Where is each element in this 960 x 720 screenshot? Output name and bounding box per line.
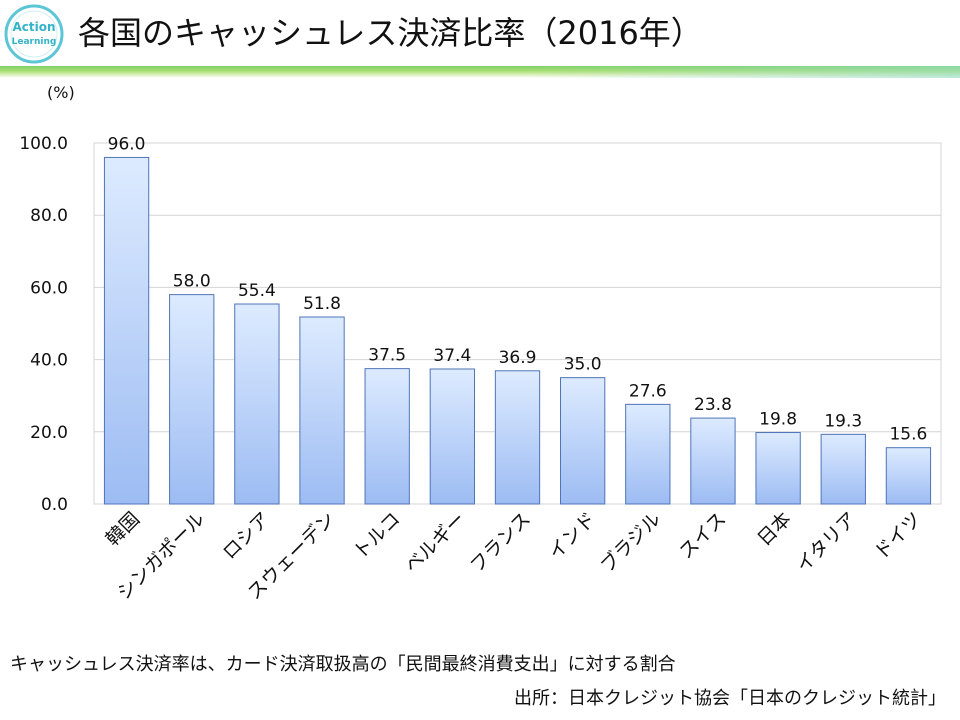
y-tick-label: 20.0 xyxy=(30,423,68,443)
logo-text-top: Action xyxy=(12,20,55,34)
bar xyxy=(560,377,606,505)
bar xyxy=(755,432,801,505)
data-label: 27.6 xyxy=(629,381,667,401)
x-tick-label: ロシア xyxy=(219,508,275,564)
bar xyxy=(234,303,280,505)
x-tick-label: トルコ xyxy=(349,508,405,564)
x-tick-label: 韓国 xyxy=(102,508,144,550)
data-label: 15.6 xyxy=(889,425,927,445)
x-tick-label: ドイツ xyxy=(870,508,926,564)
bar xyxy=(364,368,410,505)
x-tick-label: インド xyxy=(544,508,600,564)
y-tick-label: 0.0 xyxy=(41,495,68,515)
data-label: 37.4 xyxy=(433,346,471,366)
x-tick-label: ブラジル xyxy=(596,507,666,577)
bar xyxy=(625,403,671,505)
x-tick-label: スイス xyxy=(675,508,730,563)
bar xyxy=(429,368,475,505)
bar-chart: (%) 0.0 20.0 40.0 60.0 80.0 100.0 96.0 58.0 55.… xyxy=(19,83,942,604)
y-tick-label: 40.0 xyxy=(30,351,68,371)
y-tick-label: 60.0 xyxy=(30,278,68,298)
data-label: 19.8 xyxy=(759,410,797,430)
data-label: 23.8 xyxy=(694,395,732,415)
bar xyxy=(494,370,541,505)
x-tick-label: 日本 xyxy=(753,508,795,550)
bar xyxy=(885,447,932,505)
data-label: 37.5 xyxy=(368,346,406,366)
data-label: 58.0 xyxy=(173,272,211,292)
data-label: 36.9 xyxy=(499,348,537,368)
bar xyxy=(690,417,736,505)
bar xyxy=(299,316,345,505)
source-citation: 出所：日本クレジット協会「日本のクレジット統計」 xyxy=(514,688,946,709)
logo-text-bottom: Learning xyxy=(12,37,57,47)
data-label: 35.0 xyxy=(564,355,602,375)
page-title: 各国のキャッシュレス決済比率（2016年） xyxy=(78,14,703,52)
data-label: 55.4 xyxy=(238,281,276,301)
x-tick-label: ベルギー xyxy=(401,508,470,577)
x-tick-label: イタリア xyxy=(792,508,861,577)
data-label: 96.0 xyxy=(108,134,146,154)
bar xyxy=(103,156,150,505)
bar xyxy=(820,433,866,505)
action-learning-logo: Action Learning xyxy=(4,4,64,64)
data-label: 19.3 xyxy=(824,411,862,431)
x-tick-label: フランス xyxy=(466,508,535,577)
y-tick-label: 100.0 xyxy=(19,134,68,154)
data-label: 51.8 xyxy=(303,294,341,314)
footnote: キャッシュレス決済率は、カード決済取扱高の「民間最終消費支出」に対する割合 xyxy=(10,654,676,675)
title-underline-fade xyxy=(0,66,960,78)
y-tick-label: 80.0 xyxy=(30,206,68,226)
y-axis-unit-label: (%) xyxy=(47,83,75,102)
bar xyxy=(169,294,215,505)
